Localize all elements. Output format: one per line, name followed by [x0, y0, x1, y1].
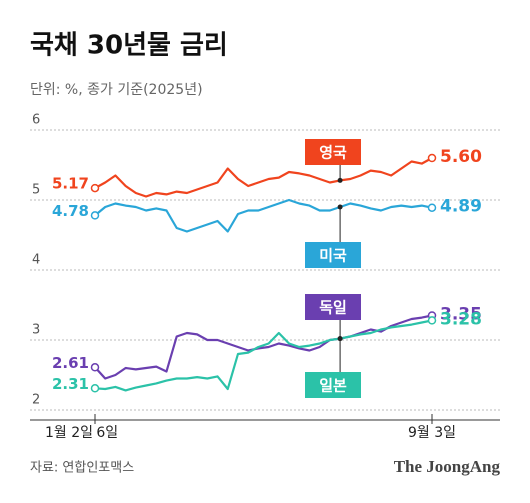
x-tick-label: 9월 3일 — [408, 425, 456, 441]
annotation-dot — [337, 204, 343, 210]
value-label: 3.35 — [440, 305, 482, 325]
x-tick-label: 6일 — [96, 425, 118, 441]
annotation-dot — [337, 336, 343, 342]
y-tick-label: 2 — [32, 393, 40, 408]
legend-label: 미국 — [319, 247, 347, 265]
end-point — [90, 363, 100, 372]
legend-label: 일본 — [319, 377, 347, 395]
legend-box — [305, 242, 361, 268]
x-tick-label: 1월 2일 — [45, 425, 93, 441]
value-label: 2.31 — [52, 375, 89, 393]
end-point — [90, 384, 100, 393]
source: 자료: 연합인포맥스 — [30, 461, 134, 476]
value-label: 5.60 — [440, 147, 482, 167]
series-line — [94, 314, 433, 380]
end-point — [427, 153, 437, 163]
legend-box — [305, 372, 361, 398]
series-line — [94, 157, 433, 198]
series-line — [94, 198, 433, 233]
value-label: 5.17 — [52, 175, 89, 193]
legend-box — [305, 294, 361, 320]
value-label: 2.61 — [52, 354, 89, 372]
series-line — [94, 319, 433, 392]
legend-label: 영국 — [319, 144, 347, 162]
value-label: 4.89 — [440, 197, 482, 217]
chart-subtitle: 단위: %, 종가 기준(2025년) — [30, 82, 203, 98]
legend-box — [305, 139, 361, 165]
end-point — [90, 183, 100, 193]
value-label: 3.28 — [440, 309, 482, 329]
chart-title: 국채 30년물 금리 — [30, 31, 228, 61]
y-tick-label: 5 — [32, 183, 40, 198]
end-point — [427, 203, 437, 212]
y-tick-label: 4 — [32, 253, 40, 268]
value-label: 4.78 — [52, 202, 89, 220]
legend-label: 독일 — [319, 299, 347, 317]
end-point — [90, 211, 100, 220]
brand: The JoongAng — [394, 457, 501, 476]
end-point — [427, 316, 437, 325]
annotation-dot — [337, 177, 343, 183]
y-tick-label: 6 — [32, 113, 40, 128]
y-tick-label: 3 — [32, 323, 40, 338]
